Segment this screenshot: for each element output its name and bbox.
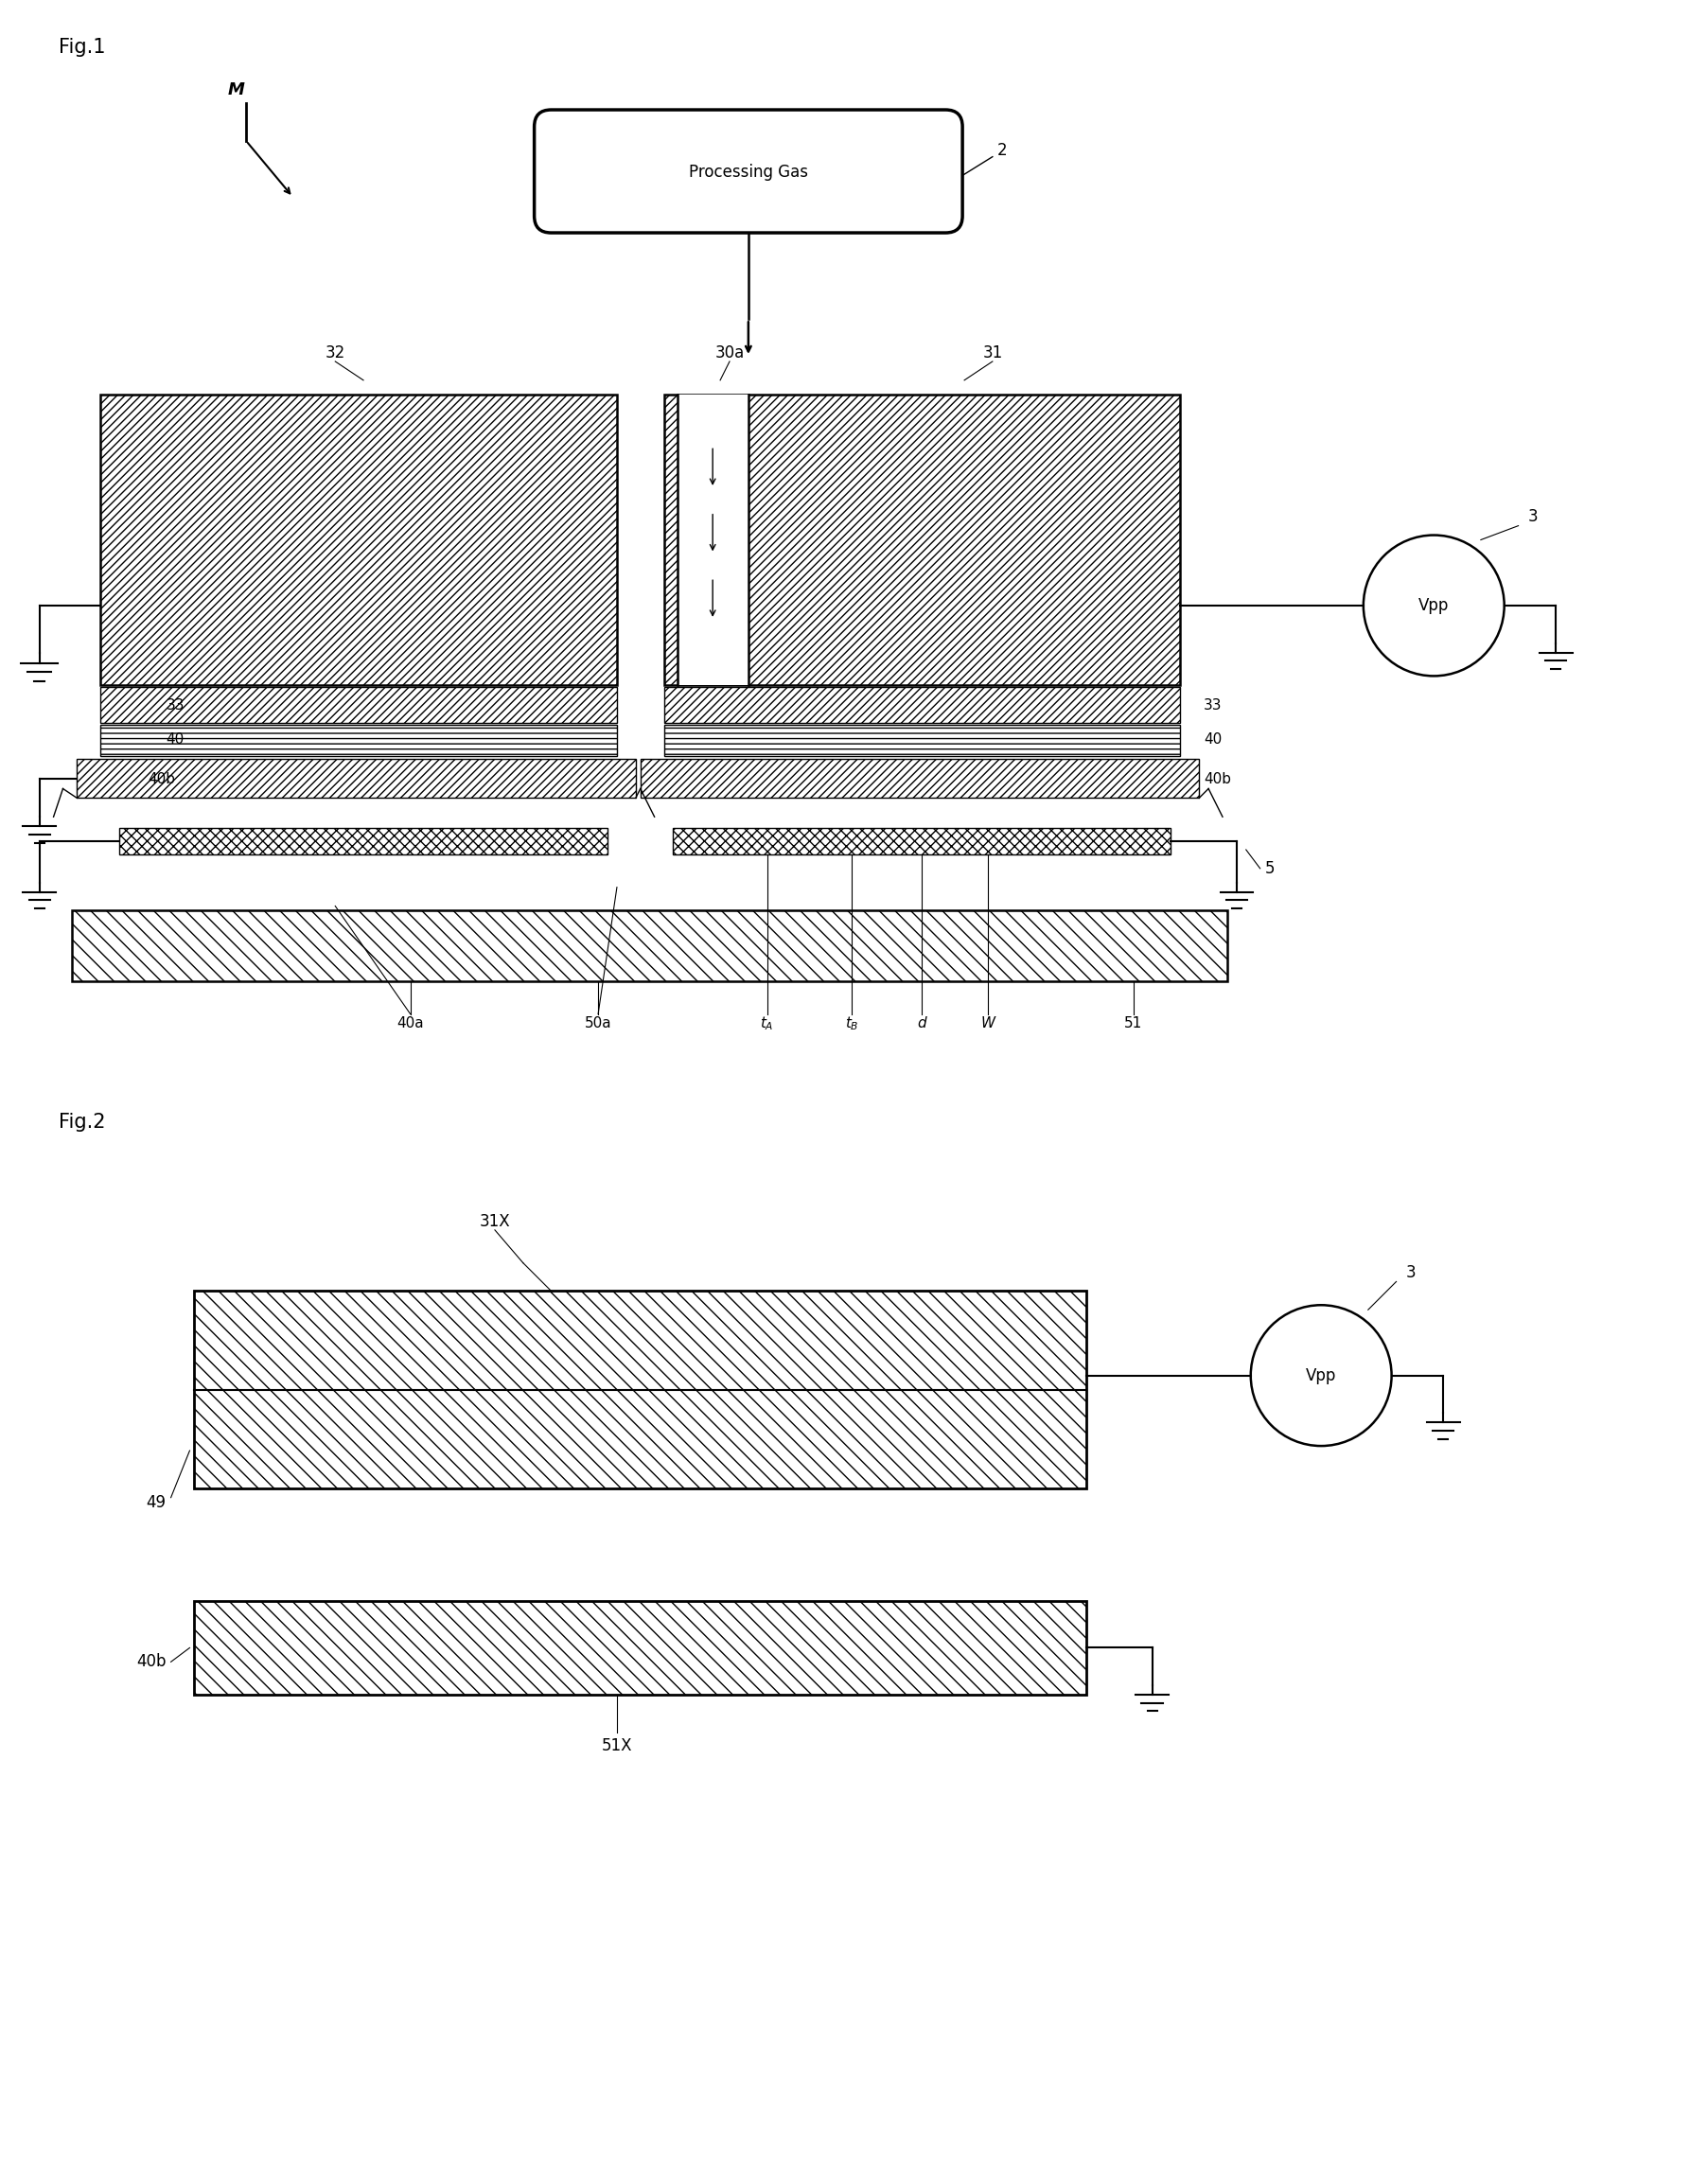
Bar — [195, 1292, 1086, 1488]
Text: 49: 49 — [147, 1495, 166, 1510]
Text: $t_A$: $t_A$ — [760, 1015, 774, 1032]
Text: 40: 40 — [166, 733, 184, 746]
Text: Processing Gas: Processing Gas — [688, 164, 808, 181]
Text: Fig.1: Fig.1 — [58, 37, 104, 57]
Text: 51X: 51X — [601, 1737, 632, 1754]
Bar — [195, 1602, 1086, 1695]
Text: 33: 33 — [1202, 698, 1221, 711]
Text: 50a: 50a — [584, 1017, 611, 1030]
Bar — [663, 395, 1180, 685]
FancyBboxPatch shape — [535, 109, 962, 233]
Bar — [195, 1602, 1086, 1695]
Bar — [663, 724, 1180, 755]
Text: 40a: 40a — [396, 1017, 424, 1030]
Text: 40b: 40b — [147, 772, 174, 786]
Text: 31X: 31X — [480, 1213, 511, 1231]
Text: Fig.2: Fig.2 — [58, 1113, 104, 1132]
Text: 3: 3 — [1527, 508, 1537, 526]
Text: 3: 3 — [1406, 1263, 1414, 1281]
Bar — [673, 829, 1170, 855]
Bar — [72, 910, 1226, 982]
Text: 31: 31 — [982, 345, 1003, 362]
Bar — [195, 1292, 1086, 1488]
Bar — [77, 759, 635, 799]
Bar — [101, 395, 617, 685]
Bar — [101, 687, 617, 722]
Text: 40: 40 — [1202, 733, 1221, 746]
Bar — [678, 395, 748, 685]
Text: 32: 32 — [325, 345, 345, 362]
Text: 33: 33 — [166, 698, 184, 711]
Text: $t_B$: $t_B$ — [844, 1015, 857, 1032]
Text: M: M — [229, 81, 244, 98]
Text: 5: 5 — [1264, 860, 1274, 877]
Bar — [640, 759, 1199, 799]
Text: 30a: 30a — [714, 345, 745, 362]
Bar — [101, 724, 617, 755]
Text: 51: 51 — [1124, 1017, 1143, 1030]
Bar — [195, 1292, 1086, 1488]
Text: d: d — [917, 1017, 926, 1030]
Text: 2: 2 — [997, 142, 1006, 159]
Bar — [195, 1602, 1086, 1695]
Text: Vpp: Vpp — [1305, 1366, 1336, 1383]
Text: 40b: 40b — [1202, 772, 1230, 786]
Text: W: W — [980, 1017, 994, 1030]
Text: 40b: 40b — [137, 1654, 166, 1671]
Text: Vpp: Vpp — [1418, 598, 1448, 613]
Bar — [663, 687, 1180, 722]
Bar — [120, 829, 606, 855]
